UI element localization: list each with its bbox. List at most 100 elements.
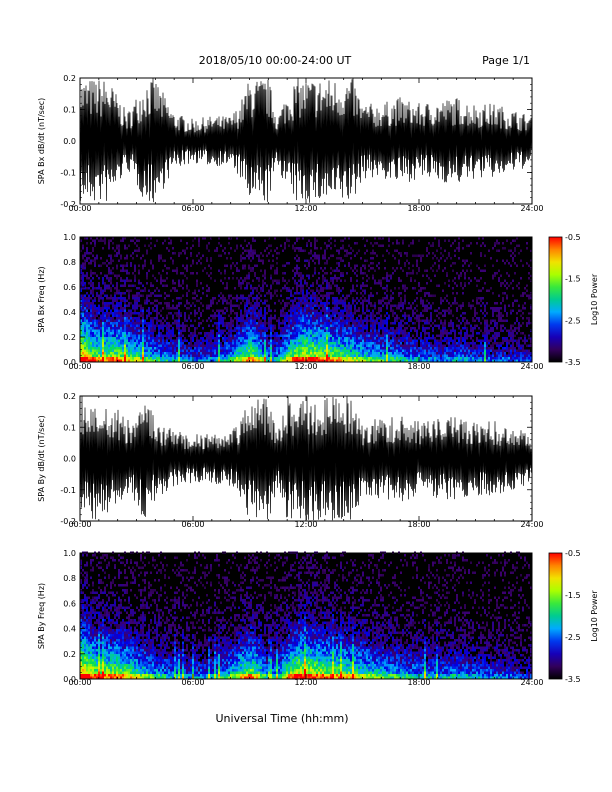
heatmap-cell: [348, 252, 350, 255]
heatmap-cell: [274, 292, 276, 295]
heatmap-cell: [228, 339, 230, 342]
heatmap-cell: [338, 249, 340, 252]
heatmap-cell: [156, 279, 158, 282]
heatmap-cell: [266, 354, 268, 357]
heatmap-cell: [88, 329, 90, 332]
heatmap-cell: [100, 237, 102, 240]
heatmap-cell: [94, 319, 96, 322]
heatmap-cell: [206, 344, 208, 347]
heatmap-cell: [368, 277, 370, 280]
heatmap-cell: [232, 319, 234, 322]
heatmap-cell: [262, 317, 264, 320]
heatmap-cell: [404, 294, 406, 297]
heatmap-cell: [348, 244, 350, 247]
heatmap-cell: [244, 329, 246, 332]
heatmap-cell: [196, 312, 198, 315]
heatmap-cell: [140, 307, 142, 310]
heatmap-cell: [80, 307, 82, 310]
heatmap-cell: [342, 332, 344, 335]
heatmap-cell: [342, 352, 344, 355]
heatmap-cell: [226, 349, 228, 352]
heatmap-cell: [326, 282, 328, 285]
heatmap-cell: [238, 329, 240, 332]
heatmap-cell: [248, 352, 250, 355]
heatmap-cell: [272, 317, 274, 320]
heatmap-cell: [360, 342, 362, 345]
heatmap-cell: [80, 322, 82, 325]
heatmap-cell: [116, 307, 118, 310]
heatmap-cell: [114, 359, 116, 362]
heatmap-cell: [284, 242, 286, 245]
heatmap-cell: [120, 357, 122, 360]
heatmap-cell: [230, 319, 232, 322]
heatmap-cell: [426, 254, 428, 257]
heatmap-cell: [98, 324, 100, 327]
heatmap-cell: [140, 347, 142, 350]
heatmap-cell: [406, 287, 408, 290]
heatmap-cell: [364, 324, 366, 327]
heatmap-cell: [274, 342, 276, 345]
heatmap-cell: [368, 319, 370, 322]
heatmap-cell: [124, 284, 126, 287]
heatmap-cell: [250, 252, 252, 255]
heatmap-cell: [134, 329, 136, 332]
heatmap-cell: [268, 347, 270, 350]
heatmap-cell: [410, 242, 412, 245]
heatmap-cell: [324, 337, 326, 340]
heatmap-cell: [350, 339, 352, 342]
heatmap-cell: [238, 324, 240, 327]
heatmap-cell: [90, 269, 92, 272]
heatmap-cell: [320, 344, 322, 347]
heatmap-cell: [114, 324, 116, 327]
heatmap-cell: [240, 317, 242, 320]
heatmap-cell: [334, 352, 336, 355]
heatmap-cell: [300, 274, 302, 277]
heatmap-cell: [322, 359, 324, 362]
heatmap-cell: [252, 252, 254, 255]
heatmap-cell: [348, 334, 350, 337]
heatmap-cell: [206, 259, 208, 262]
heatmap-cell: [282, 342, 284, 345]
heatmap-cell: [174, 357, 176, 360]
heatmap-cell: [106, 332, 108, 335]
heatmap-cell: [88, 257, 90, 260]
heatmap-cell: [308, 307, 310, 310]
heatmap-cell: [314, 344, 316, 347]
heatmap-cell: [82, 274, 84, 277]
heatmap-cell: [340, 337, 342, 340]
heatmap-cell: [104, 307, 106, 310]
heatmap-cell: [84, 254, 86, 257]
heatmap-cell: [202, 354, 204, 357]
heatmap-cell: [188, 327, 190, 330]
heatmap-cell: [196, 327, 198, 330]
heatmap-cell: [124, 342, 126, 345]
heatmap-cell: [294, 319, 296, 322]
heatmap-cell: [252, 307, 254, 310]
heatmap-cell: [90, 334, 92, 337]
heatmap-cell: [366, 359, 368, 362]
heatmap-cell: [288, 357, 290, 360]
heatmap-cell: [106, 337, 108, 340]
heatmap-cell: [164, 347, 166, 350]
heatmap-cell: [382, 342, 384, 345]
heatmap-cell: [196, 337, 198, 340]
heatmap-cell: [126, 299, 128, 302]
heatmap-cell: [326, 299, 328, 302]
heatmap-cell: [340, 297, 342, 300]
heatmap-cell: [276, 337, 278, 340]
heatmap-cell: [348, 339, 350, 342]
heatmap-cell: [326, 359, 328, 362]
heatmap-cell: [352, 359, 354, 362]
heatmap-cell: [416, 347, 418, 350]
heatmap-cell: [106, 314, 108, 317]
heatmap-cell: [216, 309, 218, 312]
heatmap-cell: [284, 322, 286, 325]
heatmap-cell: [394, 344, 396, 347]
heatmap-cell: [408, 357, 410, 360]
heatmap-cell: [368, 342, 370, 345]
heatmap-cell: [318, 319, 320, 322]
heatmap-cell: [98, 329, 100, 332]
heatmap-cell: [296, 267, 298, 270]
heatmap-cell: [222, 339, 224, 342]
heatmap-cell: [158, 294, 160, 297]
